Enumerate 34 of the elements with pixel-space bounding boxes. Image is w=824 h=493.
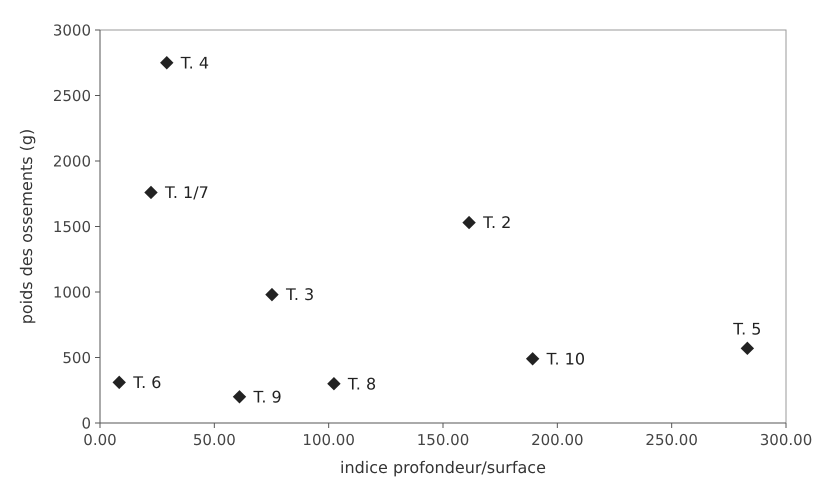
x-tick-label: 100.00	[302, 431, 355, 449]
point	[112, 376, 126, 390]
x-tick-label: 0.00	[83, 431, 117, 449]
annotation: T. 3	[284, 285, 314, 304]
annotation: T. 5	[732, 319, 762, 338]
annotation: T. 10	[546, 349, 586, 368]
x-tick-label: 50.00	[192, 431, 236, 449]
x-axis-title: indice profondeur/surface	[340, 458, 546, 477]
point	[462, 216, 476, 230]
y-tick-label: 0	[81, 414, 91, 432]
annotation: T. 4	[180, 53, 210, 72]
point	[740, 342, 754, 356]
annotation: T. 8	[346, 374, 376, 394]
x-tick-label: 250.00	[645, 431, 698, 449]
x-tick-label: 150.00	[416, 431, 470, 449]
y-tick-label: 2000	[52, 152, 91, 170]
y-tick-label: 3000	[52, 21, 91, 40]
point	[526, 352, 540, 366]
annotation: T. 2	[482, 213, 512, 232]
y-tick-label: 2500	[52, 86, 91, 105]
y-tick-label: 500	[62, 348, 91, 367]
y-tick-label: 1000	[52, 283, 91, 302]
point	[327, 376, 341, 390]
point	[232, 390, 246, 404]
x-tick-label: 300.00	[760, 431, 812, 449]
y-tick-label: 1500	[52, 218, 91, 236]
point	[144, 186, 158, 200]
point	[160, 56, 174, 70]
x-tick-label: 200.00	[531, 431, 584, 449]
annotation: T. 9	[252, 387, 282, 406]
annotation: T. 1/7	[164, 183, 209, 202]
point	[265, 288, 279, 302]
y-axis-title: poids des ossements (g)	[17, 128, 36, 324]
annotation: T. 6	[132, 372, 162, 392]
